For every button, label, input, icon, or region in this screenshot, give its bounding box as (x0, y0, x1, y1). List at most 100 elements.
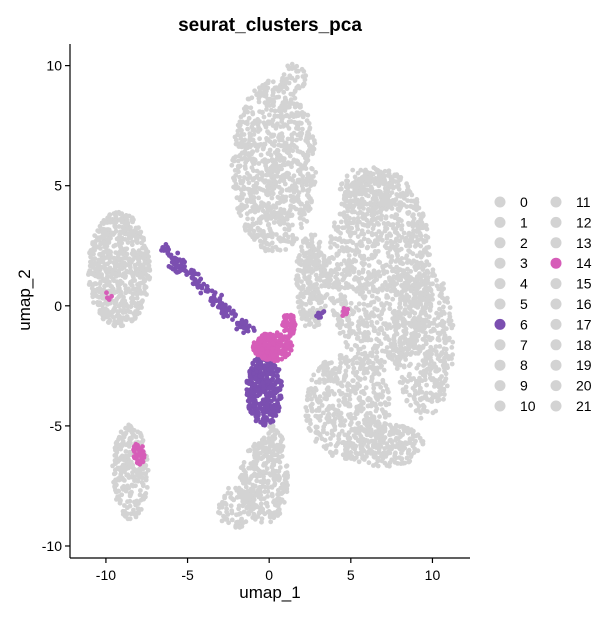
cell-point-cluster-other (380, 237, 385, 243)
cell-point-cluster-other (394, 358, 400, 363)
cell-point-cluster-other (394, 316, 400, 322)
cell-point-cluster-other (269, 157, 275, 162)
cell-point-cluster-other (309, 396, 314, 402)
cell-point-cluster-other (135, 234, 141, 240)
cell-point-cluster-other (335, 377, 340, 382)
cell-point-cluster-other (399, 294, 405, 300)
cell-point-cluster-other (265, 100, 271, 106)
cell-point-cluster-other (421, 363, 426, 368)
cell-point-cluster-other (342, 373, 347, 379)
cell-point-cluster-other (240, 498, 246, 503)
cell-point-cluster-other (422, 408, 428, 414)
cell-point-cluster-other (301, 69, 307, 74)
cell-point-cluster-other (334, 262, 340, 267)
cell-point-cluster-other (365, 303, 371, 308)
cell-point-cluster-other (123, 213, 129, 218)
cell-point-cluster-other (358, 315, 363, 321)
cell-point-cluster-other (92, 281, 98, 286)
cell-point-cluster-other (264, 165, 269, 171)
cell-point-cluster-other (127, 449, 132, 455)
cell-point-cluster-other (309, 199, 314, 205)
cell-point-cluster-other (240, 503, 246, 509)
cell-point-cluster-other (264, 188, 270, 194)
cell-point-cluster-other (346, 224, 351, 230)
cell-point-cluster-other (441, 365, 447, 371)
cell-point-cluster-other (276, 195, 281, 201)
cell-point-cluster-other (428, 344, 434, 350)
cell-point-cluster-other (434, 277, 439, 283)
cell-point-cluster-other (251, 207, 257, 212)
cell-point-cluster-other (295, 168, 301, 174)
cell-point-cluster-other (332, 220, 337, 226)
cell-point-cluster-other (303, 250, 309, 256)
cell-point-cluster-other (88, 259, 93, 265)
cell-point-cluster-other (275, 247, 281, 252)
cell-point-cluster-other (383, 280, 388, 285)
cell-point-cluster-other (295, 125, 300, 130)
cell-point-cluster-other (411, 298, 417, 304)
cell-point-cluster-other (416, 381, 421, 386)
cell-point-cluster-other (343, 368, 349, 374)
cell-point-cluster-other (383, 383, 389, 389)
cell-point-cluster-other (304, 205, 310, 211)
cell-point-cluster-other (392, 453, 398, 459)
cell-point-cluster-other (226, 485, 231, 491)
cell-point-cluster-other (274, 503, 280, 508)
cell-point-cluster-other (337, 353, 343, 358)
cell-point-cluster-other (138, 488, 143, 493)
cell-point-cluster-other (382, 460, 388, 466)
cell-point-cluster-other (138, 229, 144, 235)
cell-point-cluster-other (386, 412, 392, 418)
cell-point-cluster-other (416, 265, 421, 270)
cell-point-cluster-other (221, 513, 226, 519)
cell-point-cluster-other (295, 83, 301, 89)
cell-point-cluster-other (283, 463, 289, 469)
cell-point-cluster-other (395, 223, 401, 229)
cell-point-cluster-other (303, 73, 309, 79)
cell-point-cluster-other (359, 286, 365, 292)
cell-point-cluster-other (90, 294, 96, 300)
cell-point-cluster-other (288, 65, 294, 71)
cell-point-cluster-other (287, 100, 293, 105)
cell-point-cluster-other (379, 431, 385, 437)
cell-point-cluster-other (313, 425, 319, 431)
cell-point-cluster-other (388, 437, 393, 443)
cell-point-cluster-other (275, 113, 281, 119)
cell-point-cluster-other (142, 492, 148, 498)
cell-point-cluster-other (416, 224, 422, 229)
cell-point-cluster-other (246, 511, 252, 517)
cell-point-cluster-other (383, 336, 388, 341)
cell-point-cluster-other (342, 274, 347, 280)
cell-point-cluster-other (337, 236, 343, 241)
cell-point-cluster-other (249, 95, 255, 101)
cell-point-cluster-other (401, 269, 406, 275)
cell-point-cluster-other (126, 422, 132, 428)
cell-point-cluster-other (128, 230, 134, 236)
cell-point-cluster-other (117, 238, 123, 244)
cell-point-cluster-other (341, 211, 346, 217)
cell-point-cluster-other (295, 198, 300, 203)
cell-point-cluster-other (400, 273, 406, 279)
cell-point-cluster-other (260, 110, 265, 116)
cell-point-cluster-other (286, 119, 292, 125)
cell-point-cluster-other (275, 496, 280, 502)
cell-point-cluster-other (138, 271, 144, 277)
cell-point-cluster-other (281, 77, 287, 83)
cell-point-cluster-other (403, 384, 409, 390)
cell-point-cluster-other (402, 460, 408, 466)
cell-point-cluster-other (102, 262, 108, 267)
cell-point-cluster-other (376, 331, 381, 336)
cell-point-cluster-other (434, 392, 439, 398)
cell-point-cluster-other (256, 161, 262, 166)
cell-point-cluster-other (393, 437, 398, 443)
cell-point-cluster-other (417, 231, 423, 237)
cell-point-cluster-other (351, 266, 357, 272)
cell-point-cluster-other (419, 389, 425, 395)
cell-point-cluster-other (422, 287, 427, 292)
cell-point-cluster-other (369, 319, 374, 325)
cell-point-cluster-other (433, 344, 439, 349)
cell-point-cluster-other (136, 509, 142, 514)
cell-point-cluster-other (110, 271, 116, 277)
cell-point-cluster-other (337, 330, 343, 336)
cell-point-cluster-other (252, 450, 258, 456)
